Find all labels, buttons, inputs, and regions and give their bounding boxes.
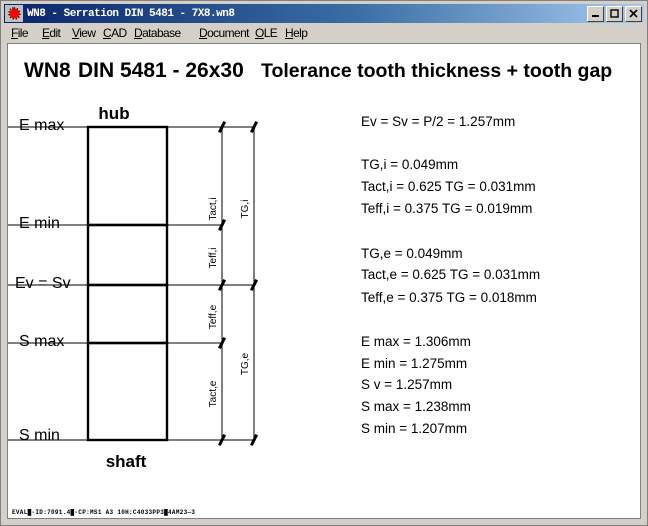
- svg-text:E max: E max: [19, 117, 64, 134]
- svg-text:Tact,e = 0.625 TG = 0.031mm: Tact,e = 0.625 TG = 0.031mm: [361, 267, 540, 282]
- svg-text:S max: S max: [19, 333, 64, 350]
- svg-text:Tact,i = 0.625 TG = 0.031mm: Tact,i = 0.625 TG = 0.031mm: [361, 179, 536, 194]
- svg-text:Tact,i: Tact,i: [208, 197, 219, 220]
- svg-text:S min: S min: [19, 427, 60, 444]
- svg-text:Ev = Sv: Ev = Sv: [15, 275, 71, 292]
- svg-text:Tact,e: Tact,e: [208, 380, 219, 407]
- svg-text:TG,e: TG,e: [240, 352, 251, 375]
- svg-text:S v = 1.257mm: S v = 1.257mm: [361, 377, 452, 392]
- svg-text:Teff,i: Teff,i: [208, 248, 219, 269]
- svg-text:shaft: shaft: [106, 452, 147, 471]
- svg-text:TG,i: TG,i: [240, 200, 251, 219]
- svg-text:S min = 1.207mm: S min = 1.207mm: [361, 421, 467, 436]
- svg-text:E max = 1.306mm: E max = 1.306mm: [361, 334, 471, 349]
- svg-text:Ev = Sv = P/2 = 1.257mm: Ev = Sv = P/2 = 1.257mm: [361, 114, 515, 129]
- svg-text:E min = 1.275mm: E min = 1.275mm: [361, 356, 467, 371]
- svg-text:hub: hub: [98, 104, 129, 123]
- svg-text:E min: E min: [19, 215, 60, 232]
- svg-text:TG,e = 0.049mm: TG,e = 0.049mm: [361, 246, 463, 261]
- svg-text:TG,i = 0.049mm: TG,i = 0.049mm: [361, 157, 458, 172]
- svg-text:Teff,i = 0.375 TG = 0.019mm: Teff,i = 0.375 TG = 0.019mm: [361, 201, 532, 216]
- svg-text:S max = 1.238mm: S max = 1.238mm: [361, 399, 471, 414]
- svg-text:Teff,e = 0.375 TG = 0.018mm: Teff,e = 0.375 TG = 0.018mm: [361, 290, 537, 305]
- svg-text:Teff,e: Teff,e: [208, 304, 219, 329]
